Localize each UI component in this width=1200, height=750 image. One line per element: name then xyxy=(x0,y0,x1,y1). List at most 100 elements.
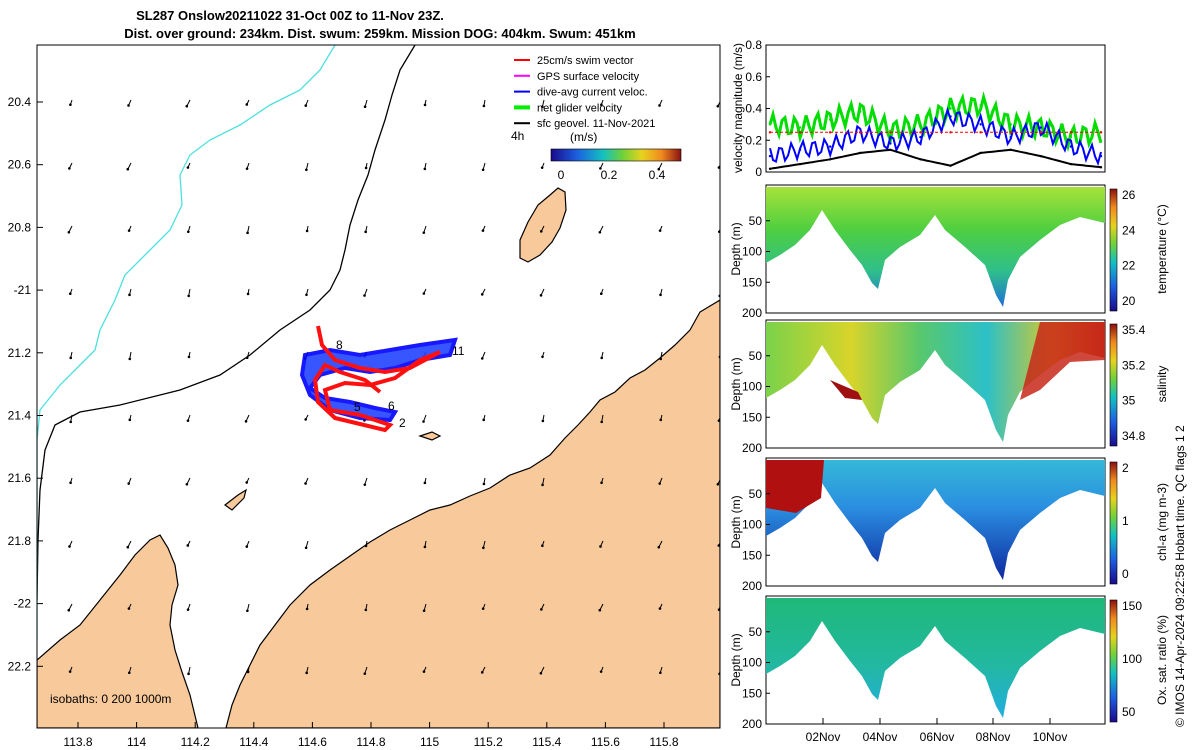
velocity-point xyxy=(1069,162,1073,166)
velocity-arrowhead xyxy=(717,419,720,422)
velocity-arrowhead xyxy=(305,168,308,172)
velocity-arrowhead xyxy=(659,418,663,422)
map-panel: 113.8 114 114.2 114.4 114.6 114.8 115 115.2 115.… xyxy=(8,44,721,749)
mainland-coast xyxy=(225,299,720,728)
velocity-arrowhead xyxy=(363,105,367,109)
velocity-point xyxy=(828,118,832,121)
velocity-arrowhead xyxy=(127,671,131,675)
map-lat-ticks: 20.4 20.6 20.8 -21 21.2 21.4 21.6 21.8 -22 22.2 xyxy=(8,95,43,673)
velocity-arrowhead xyxy=(716,104,720,108)
depth-label: Depth (m) xyxy=(729,357,743,410)
velocity-arrowhead xyxy=(481,229,485,232)
velocity-arrowhead xyxy=(127,104,130,107)
velocity-arrowhead xyxy=(304,482,307,485)
depth-label: Depth (m) xyxy=(729,633,743,686)
colorbar-tick: 2 xyxy=(1122,461,1129,475)
velocity-panel: 0 0.2 0.4 0.6 0.8 velocity magnitude (m/s) xyxy=(731,38,1106,179)
colorbar-tick-1: 0.2 xyxy=(601,168,618,182)
velocity-arrowhead xyxy=(305,671,308,675)
legend-entry: dive-avg current veloc. xyxy=(537,87,648,99)
western-peninsula xyxy=(37,534,199,728)
velocity-arrowhead xyxy=(422,670,426,673)
section-field xyxy=(766,460,1105,580)
velocity-arrowhead xyxy=(186,230,190,234)
velocity-point xyxy=(949,131,952,134)
velocity-arrowhead xyxy=(127,607,131,610)
velocity-point xyxy=(768,167,772,171)
chla-high-patch xyxy=(766,460,824,513)
velocity-arrowhead xyxy=(185,482,189,486)
velocity-arrowhead xyxy=(540,166,544,169)
velocity-arrowhead xyxy=(244,420,248,423)
velocity-arrowhead xyxy=(68,670,72,673)
velocity-arrowhead xyxy=(68,292,72,295)
colorbar-label: salinity xyxy=(1155,366,1169,403)
depth-tick: 200 xyxy=(742,441,762,455)
velocity-arrowhead xyxy=(482,482,486,486)
velocity-point xyxy=(828,145,832,148)
depth-tick: 200 xyxy=(742,579,762,593)
velocity-arrowhead xyxy=(480,671,484,674)
legend-entry: net glider velocity xyxy=(537,102,622,114)
velocity-point xyxy=(828,158,832,161)
velocity-series xyxy=(768,91,1103,171)
map-lat-tick: 21.4 xyxy=(8,409,32,423)
map-lat-tick: 21.6 xyxy=(8,471,32,485)
velocity-arrowhead xyxy=(128,357,132,361)
map-lon-tick: 115.4 xyxy=(532,735,561,749)
velocity-arrowhead xyxy=(245,356,249,360)
map-lon-tick: 114.8 xyxy=(356,735,385,749)
colorbar-tick: 35.4 xyxy=(1122,323,1146,337)
velocity-arrowhead xyxy=(481,607,485,610)
isobath-1000 xyxy=(37,45,336,640)
velocity-arrowhead xyxy=(68,545,71,548)
velocity-arrowhead xyxy=(305,229,309,233)
map-lat-tick: 20.4 xyxy=(8,95,32,109)
section-colorbar xyxy=(1109,188,1118,312)
velocity-point xyxy=(859,151,862,155)
velocity-arrowhead xyxy=(127,482,131,485)
velocity-arrowhead xyxy=(127,229,131,232)
velocity-arrowhead xyxy=(717,166,720,169)
velocity-arrowhead xyxy=(422,420,425,423)
map-lat-tick: 20.6 xyxy=(8,158,32,172)
velocity-arrowhead xyxy=(423,167,427,171)
velocity-arrowhead xyxy=(245,167,249,170)
velocity-y-tick: 0.2 xyxy=(745,133,762,147)
map-lon-tick: 114 xyxy=(127,735,146,749)
island-north xyxy=(519,187,567,263)
velocity-arrowhead xyxy=(363,294,366,297)
time-tick: 02Nov xyxy=(806,730,841,744)
velocity-arrowhead xyxy=(67,230,71,234)
velocity-arrowhead xyxy=(657,167,661,171)
velocity-point xyxy=(1099,166,1103,169)
velocity-point xyxy=(1099,131,1103,134)
velocity-arrowhead xyxy=(186,166,190,169)
velocity-point xyxy=(1039,131,1043,134)
velocity-arrowhead xyxy=(246,292,250,296)
velocity-point xyxy=(1009,148,1012,151)
velocity-arrowhead xyxy=(186,544,190,547)
section-colorbar xyxy=(1109,461,1118,585)
velocity-ylabel: velocity magnitude (m/s) xyxy=(731,43,745,173)
section-panel-temperature: 50 100 150 200 Depth (m) 20 22 24 26 temperature … xyxy=(729,184,1169,320)
velocity-arrowhead xyxy=(245,103,249,106)
velocity-arrowhead xyxy=(716,482,720,486)
velocity-arrowhead xyxy=(363,672,367,675)
velocity-arrowhead xyxy=(541,419,545,423)
velocity-arrowhead xyxy=(186,608,190,611)
velocity-arrowhead xyxy=(423,103,427,107)
map-lat-tick: 21.8 xyxy=(8,534,32,548)
map-lon-tick: 114.4 xyxy=(239,735,268,749)
velocity-arrowhead xyxy=(717,230,720,234)
velocity-arrowhead xyxy=(185,104,189,108)
depth-tick: 50 xyxy=(749,625,763,639)
waypoint-label-2: 2 xyxy=(399,416,406,430)
colorbar-tick: 35 xyxy=(1122,394,1136,408)
colorbar-tick: 22 xyxy=(1122,259,1136,273)
velocity-point xyxy=(798,162,802,166)
depth-tick: 50 xyxy=(749,487,763,501)
velocity-arrowhead xyxy=(541,483,544,487)
legend-entry: sfc geovel. 11-Nov-2021 xyxy=(537,118,655,130)
